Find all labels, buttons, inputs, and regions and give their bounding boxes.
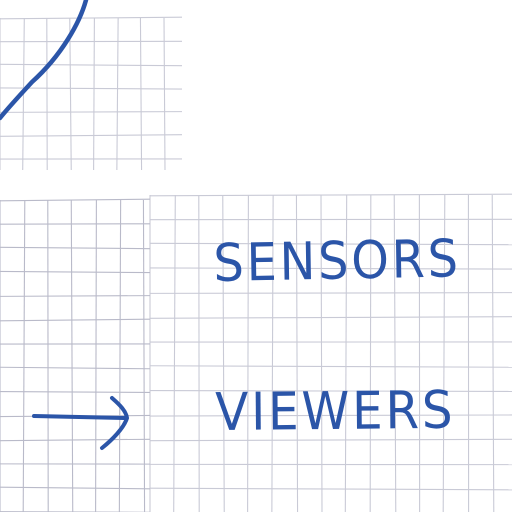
grid-line-vertical <box>344 194 348 512</box>
grid-line-horizontal <box>0 318 151 322</box>
grid-line-horizontal <box>149 193 512 197</box>
grid-line-vertical <box>320 194 323 512</box>
grid-line-horizontal <box>149 365 512 368</box>
grid-line-horizontal <box>0 198 151 202</box>
sensors-label: SENSORS <box>213 229 462 294</box>
grid-line-vertical <box>173 194 176 512</box>
grid-line-vertical <box>491 194 495 512</box>
grid-line-horizontal <box>149 242 512 246</box>
grid-line-vertical <box>271 194 274 512</box>
grid-line-vertical <box>222 194 225 512</box>
grid-line-horizontal <box>0 438 151 442</box>
grid-line-horizontal <box>0 134 183 137</box>
grid-line-vertical <box>69 17 72 171</box>
grid-line-horizontal <box>0 486 151 490</box>
grid-line-vertical <box>369 194 372 512</box>
grid-line-horizontal <box>149 438 512 442</box>
grid-line-vertical <box>70 199 74 512</box>
grid-line-vertical <box>142 199 146 512</box>
grid-line-vertical <box>22 199 26 512</box>
grid-line-horizontal <box>0 270 151 274</box>
grid-line-horizontal <box>0 246 151 250</box>
grid-line-horizontal <box>0 16 183 20</box>
grid-line-horizontal <box>0 295 151 297</box>
grid-line-vertical <box>247 194 249 512</box>
curved-stroke <box>0 0 89 121</box>
grid-line-horizontal <box>149 267 512 270</box>
grid-line-vertical <box>393 194 397 512</box>
grid-line-horizontal <box>0 87 183 90</box>
grid-line-vertical <box>163 17 166 171</box>
grid-section-bottom-left <box>0 198 151 512</box>
grid-line-vertical <box>116 17 119 171</box>
grid-line-horizontal <box>149 390 512 392</box>
grid-line-horizontal <box>0 391 151 393</box>
grid-line-vertical <box>93 17 95 171</box>
right-arrow-icon <box>32 396 130 450</box>
viewers-label: VIEWERS <box>215 380 456 443</box>
grid-line-horizontal <box>0 111 183 113</box>
grid-line-horizontal <box>0 366 151 370</box>
grid-section-main <box>149 193 512 512</box>
grid-line-horizontal <box>149 292 512 294</box>
grid-line-vertical <box>118 199 122 512</box>
grid-line-horizontal <box>149 414 512 417</box>
grid-line-vertical <box>295 194 299 512</box>
grid-line-vertical <box>95 199 97 512</box>
grid-line-vertical <box>442 194 446 512</box>
grid-line-horizontal <box>149 316 512 319</box>
grid-line-horizontal <box>149 487 512 491</box>
grid-line-vertical <box>139 17 143 171</box>
grid-section-top-left <box>0 16 183 171</box>
grid-line-horizontal <box>0 63 183 67</box>
